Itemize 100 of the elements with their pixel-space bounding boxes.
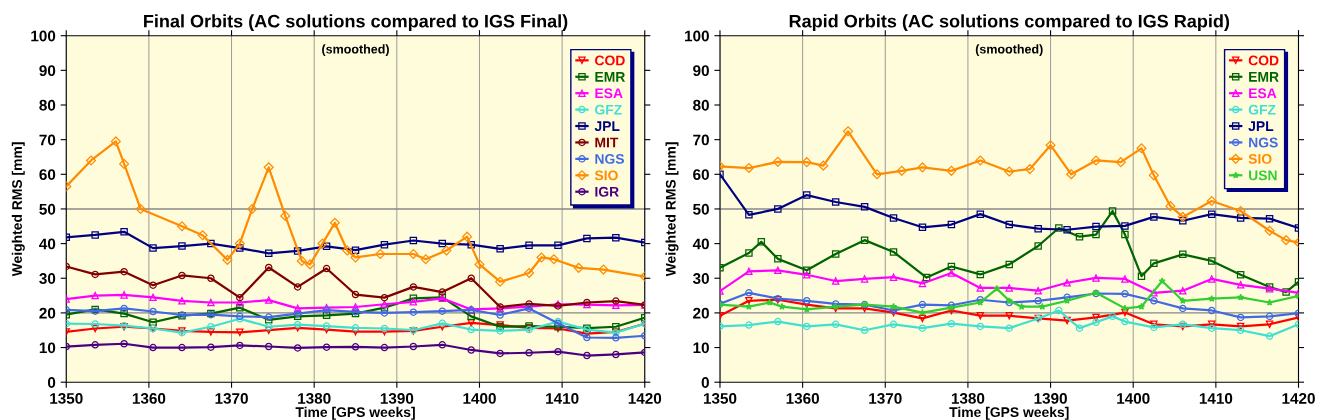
point — [1282, 288, 1290, 296]
y-tick-label: 20 — [39, 307, 56, 319]
point — [236, 298, 244, 307]
x-axis-title: Time [GPS weeks] — [949, 406, 1069, 420]
x-tick-label: 1390 — [380, 393, 414, 404]
point — [207, 239, 215, 248]
legend-label: JPL — [1248, 121, 1274, 132]
point — [860, 275, 869, 283]
y-tick-label: 100 — [31, 30, 56, 42]
point — [1150, 289, 1158, 297]
point — [178, 242, 186, 250]
point — [91, 324, 99, 333]
point — [843, 126, 854, 137]
point — [583, 234, 591, 243]
legend-label: JPL — [594, 121, 620, 132]
point — [1137, 302, 1146, 310]
point — [918, 279, 927, 288]
y-tick-label: 30 — [39, 273, 56, 284]
y-tick-label: 80 — [693, 99, 709, 111]
point — [1177, 211, 1188, 222]
point — [1236, 214, 1245, 222]
point — [743, 163, 754, 174]
point — [1207, 275, 1216, 283]
point — [375, 248, 386, 260]
y-tick-label: 40 — [39, 238, 56, 250]
point — [1034, 297, 1042, 305]
annotation: (smoothed) — [322, 44, 389, 57]
point — [438, 341, 447, 349]
point — [380, 324, 389, 333]
point — [1066, 169, 1077, 180]
point — [583, 329, 591, 338]
point — [120, 291, 128, 299]
point — [1092, 222, 1100, 231]
point — [1018, 302, 1026, 310]
point — [263, 162, 274, 173]
point — [583, 351, 591, 360]
y-tick-label: 60 — [39, 169, 56, 180]
point — [918, 314, 927, 323]
point — [1150, 213, 1158, 221]
chart-title: Rapid Orbits (AC solutions compared to IGS Rapid) — [789, 14, 1230, 32]
point — [745, 297, 753, 305]
point — [496, 311, 504, 319]
point — [745, 321, 753, 329]
point — [803, 305, 811, 313]
point — [612, 233, 620, 242]
point — [889, 214, 898, 222]
point — [1005, 284, 1013, 292]
point — [351, 343, 360, 351]
point — [495, 276, 506, 287]
y-axis-title: Weighted RMS [mm] — [11, 142, 25, 277]
x-tick-label: 1360 — [786, 393, 819, 404]
point — [236, 293, 244, 302]
point — [91, 270, 99, 279]
point — [207, 328, 215, 336]
x-tick-label: 1380 — [951, 393, 985, 404]
point — [947, 319, 956, 328]
legend-label: SIO — [594, 170, 618, 181]
y-tick-label: 0 — [701, 377, 709, 388]
point — [889, 248, 898, 256]
point — [1005, 260, 1013, 269]
point — [831, 320, 840, 329]
legend-label: EMR — [595, 72, 626, 82]
y-tick-label: 50 — [39, 203, 56, 215]
legend-label: MIT — [595, 137, 619, 148]
point — [1038, 302, 1046, 310]
point — [1207, 210, 1216, 218]
y-tick-label: 50 — [693, 203, 709, 215]
point — [293, 247, 302, 255]
point — [1075, 324, 1084, 332]
point — [293, 344, 302, 352]
x-tick-label: 1360 — [132, 393, 166, 404]
point — [1237, 293, 1245, 301]
point — [803, 266, 811, 275]
point — [207, 343, 215, 351]
x-axis-title: Time [GPS weeks] — [295, 406, 415, 420]
point — [322, 264, 331, 273]
point — [236, 341, 244, 350]
point — [222, 254, 233, 265]
point — [1281, 235, 1292, 246]
point — [91, 320, 99, 328]
point — [1055, 306, 1063, 315]
point — [1207, 306, 1216, 315]
point — [745, 302, 753, 310]
point — [120, 309, 128, 318]
point — [917, 162, 928, 173]
point — [409, 342, 418, 351]
point — [149, 343, 157, 352]
point — [975, 155, 986, 166]
point — [976, 284, 985, 292]
point — [1092, 313, 1100, 322]
point — [1150, 259, 1158, 268]
point — [91, 291, 99, 300]
point — [322, 311, 331, 320]
point — [918, 223, 927, 232]
point — [947, 220, 956, 229]
legend-label: NGS — [595, 154, 625, 164]
point — [1236, 313, 1245, 322]
x-tick-label: 1410 — [1199, 393, 1233, 404]
legend-label: COD — [595, 55, 625, 66]
point — [236, 244, 244, 252]
